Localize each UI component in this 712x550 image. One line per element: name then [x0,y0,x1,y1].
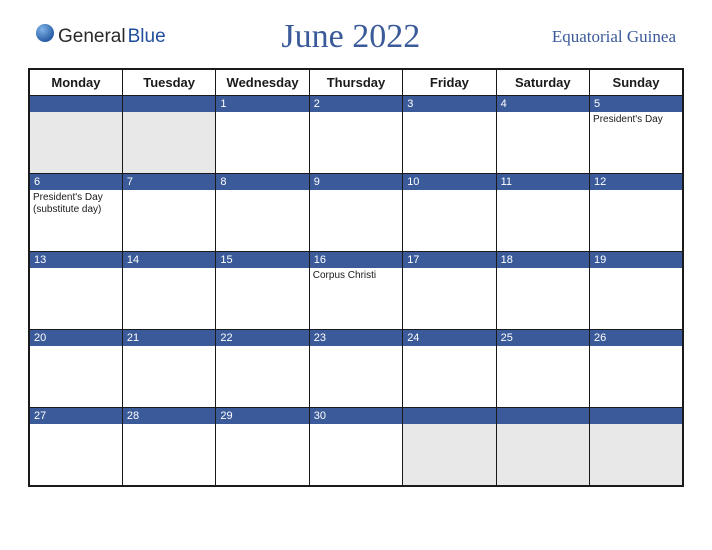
day-number-bar [497,408,589,424]
calendar-week-row: 13141516Corpus Christi171819 [29,252,683,330]
day-number-bar: 14 [123,252,215,268]
day-number-bar: 26 [590,330,682,346]
calendar-day-cell: 4 [496,96,589,174]
day-number-bar: 20 [30,330,122,346]
calendar-day-cell [496,408,589,486]
calendar-day-cell: 14 [122,252,215,330]
page-title: June 2022 [166,18,536,56]
event-label: Corpus Christi [310,268,402,284]
calendar-day-cell: 3 [403,96,496,174]
calendar-day-cell: 2 [309,96,402,174]
event-label: President's Day [590,112,682,128]
calendar-day-cell: 23 [309,330,402,408]
calendar-day-cell: 24 [403,330,496,408]
weekday-header: Thursday [309,69,402,96]
logo-text-general: General [58,26,126,48]
weekday-header: Tuesday [122,69,215,96]
weekday-header: Monday [29,69,122,96]
calendar-day-cell: 8 [216,174,309,252]
logo-text-blue: Blue [128,26,166,48]
calendar-day-cell: 22 [216,330,309,408]
day-number-bar: 2 [310,96,402,112]
day-number-bar: 18 [497,252,589,268]
weekday-header: Sunday [590,69,683,96]
day-number-bar: 10 [403,174,495,190]
day-number-bar: 17 [403,252,495,268]
day-number-bar: 4 [497,96,589,112]
day-number-bar: 16 [310,252,402,268]
calendar-day-cell: 17 [403,252,496,330]
day-number-bar: 25 [497,330,589,346]
day-number-bar [123,96,215,112]
calendar-day-cell: 5President's Day [590,96,683,174]
calendar-day-cell: 16Corpus Christi [309,252,402,330]
calendar-day-cell [29,96,122,174]
calendar-page: General Blue June 2022 Equatorial Guinea… [0,0,712,515]
day-number-bar: 28 [123,408,215,424]
day-number-bar: 19 [590,252,682,268]
calendar-day-cell [590,408,683,486]
calendar-day-cell: 25 [496,330,589,408]
calendar-day-cell: 7 [122,174,215,252]
weekday-header: Wednesday [216,69,309,96]
weekday-header: Friday [403,69,496,96]
day-number-bar: 22 [216,330,308,346]
day-number-bar [30,96,122,112]
event-label: President's Day (substitute day) [30,190,122,218]
weekday-header-row: Monday Tuesday Wednesday Thursday Friday… [29,69,683,96]
day-number-bar: 12 [590,174,682,190]
weekday-header: Saturday [496,69,589,96]
calendar-day-cell: 30 [309,408,402,486]
calendar-week-row: 12345President's Day [29,96,683,174]
calendar-day-cell: 9 [309,174,402,252]
calendar-day-cell: 26 [590,330,683,408]
day-number-bar: 13 [30,252,122,268]
logo: General Blue [36,26,166,48]
region-label: Equatorial Guinea [536,27,676,47]
calendar-day-cell [403,408,496,486]
calendar-day-cell: 20 [29,330,122,408]
day-number-bar: 7 [123,174,215,190]
calendar-day-cell: 15 [216,252,309,330]
calendar-week-row: 6President's Day (substitute day)7891011… [29,174,683,252]
calendar-day-cell: 12 [590,174,683,252]
day-number-bar: 6 [30,174,122,190]
day-number-bar: 27 [30,408,122,424]
calendar-day-cell: 6President's Day (substitute day) [29,174,122,252]
day-number-bar: 30 [310,408,402,424]
calendar-day-cell: 27 [29,408,122,486]
day-number-bar: 1 [216,96,308,112]
day-number-bar: 11 [497,174,589,190]
calendar-day-cell: 21 [122,330,215,408]
calendar-day-cell: 10 [403,174,496,252]
calendar-week-row: 27282930 [29,408,683,486]
day-number-bar: 9 [310,174,402,190]
calendar-day-cell: 18 [496,252,589,330]
calendar-week-row: 20212223242526 [29,330,683,408]
calendar-day-cell [122,96,215,174]
day-number-bar: 8 [216,174,308,190]
day-number-bar: 24 [403,330,495,346]
calendar-day-cell: 11 [496,174,589,252]
calendar-day-cell: 29 [216,408,309,486]
day-number-bar [590,408,682,424]
day-number-bar: 21 [123,330,215,346]
day-number-bar: 15 [216,252,308,268]
header: General Blue June 2022 Equatorial Guinea [28,18,684,56]
day-number-bar: 23 [310,330,402,346]
day-number-bar [403,408,495,424]
calendar-day-cell: 1 [216,96,309,174]
day-number-bar: 5 [590,96,682,112]
calendar-day-cell: 28 [122,408,215,486]
globe-icon [36,24,54,42]
calendar-grid: Monday Tuesday Wednesday Thursday Friday… [28,68,684,487]
day-number-bar: 3 [403,96,495,112]
calendar-day-cell: 19 [590,252,683,330]
calendar-day-cell: 13 [29,252,122,330]
day-number-bar: 29 [216,408,308,424]
